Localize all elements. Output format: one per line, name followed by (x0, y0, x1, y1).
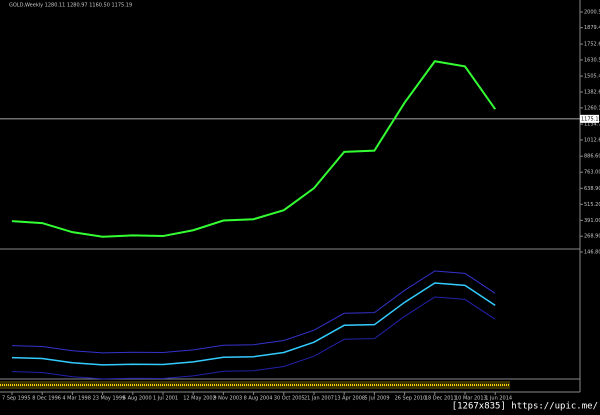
y-tick-label: 146.80 (584, 250, 600, 256)
x-tick-label: 7 Sep 1995 (2, 396, 31, 402)
x-tick-label: 4 Mar 1998 (62, 396, 91, 402)
price-line (11, 60, 497, 238)
x-tick-label: 10 Mar 2013 (455, 396, 487, 402)
y-tick-label: 2000.50 (584, 10, 600, 16)
indicator-price (11, 282, 496, 366)
chart-title: GOLD,Weekly 1280.11 1280.97 1160.50 1175… (9, 3, 132, 9)
y-tick-label: 1879.40 (584, 25, 600, 31)
indicator-band (11, 270, 496, 354)
x-tick-label: 23 May 1999 (93, 396, 126, 402)
x-tick-label: 8 Dec 1996 (32, 396, 61, 402)
x-tick-label: 1 Jul 2001 (153, 396, 178, 402)
last-price-box (580, 114, 599, 123)
x-tick-label: 13 Apr 2008 (334, 396, 365, 402)
x-tick-label: 5 Jul 2009 (364, 396, 389, 402)
y-tick-label: 1382.60 (584, 90, 600, 96)
y-tick-label: 1505.40 (584, 74, 600, 80)
watermark: [1267x835] https://upic.me/ (452, 402, 598, 412)
y-tick-label: 515.20 (584, 202, 600, 208)
y-tick-label: 1134.70 (584, 122, 600, 128)
indicator-band (11, 296, 496, 380)
x-tick-label: 1 Jun 2014 (485, 396, 512, 402)
y-tick-label: 1012.60 (584, 137, 600, 143)
x-tick-label: 9 Nov 2003 (213, 396, 242, 402)
x-tick-label: 30 Oct 2005 (274, 396, 305, 402)
y-tick-label: 886.60 (584, 154, 600, 160)
x-tick-label: 12 May 2002 (183, 396, 216, 402)
x-tick-label: 6 Aug 2000 (123, 396, 152, 402)
x-tick-label: 8 Aug 2004 (244, 396, 273, 402)
last-price-label: 1175.19 (581, 116, 600, 122)
y-tick-label: 268.90 (584, 234, 600, 240)
y-tick-label: 1752.65 (584, 42, 600, 48)
x-tick-label: 18 Dec 2011 (425, 396, 457, 402)
x-tick-label: 21 Jan 2007 (304, 396, 334, 402)
y-tick-label: 391.00 (584, 218, 600, 224)
y-tick-label: 1260.10 (584, 105, 600, 111)
y-tick-label: 638.90 (584, 186, 600, 192)
y-tick-label: 763.00 (584, 170, 600, 176)
x-tick-label: 26 Sep 2010 (395, 396, 427, 402)
y-tick-label: 1630.55 (584, 57, 600, 63)
